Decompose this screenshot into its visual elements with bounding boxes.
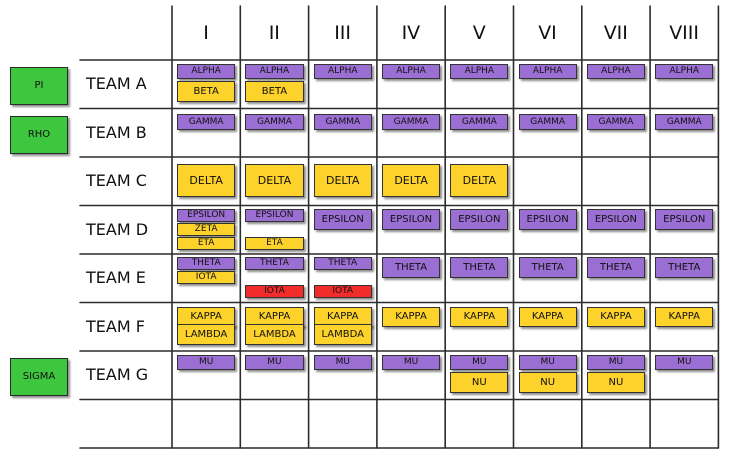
task-cell[interactable]: THETA (245, 257, 304, 270)
task-cell[interactable]: THETA (586, 257, 646, 278)
task-cell[interactable]: GAMMA (177, 113, 236, 130)
task-cell[interactable]: ETA (245, 236, 304, 250)
task-cell[interactable]: BETA (177, 81, 236, 102)
task-cell[interactable]: THETA (518, 257, 577, 278)
task-cell[interactable]: DELTA (245, 164, 304, 197)
task-cell[interactable]: EPSILON (245, 208, 304, 222)
team-label: TEAM E (86, 268, 146, 287)
task-cell[interactable]: EPSILON (586, 208, 646, 230)
task-cell[interactable]: EPSILON (518, 208, 577, 230)
task-cell[interactable]: DELTA (450, 164, 509, 197)
column-header: III (334, 22, 351, 44)
task-cell[interactable]: MU (313, 355, 372, 370)
task-cell[interactable]: MU (586, 355, 646, 370)
task-cell[interactable]: MU (177, 355, 236, 370)
column-header: VIII (669, 22, 699, 44)
task-cell[interactable]: MU (450, 355, 509, 370)
task-cell[interactable]: ALPHA (655, 64, 714, 79)
task-cell[interactable]: IOTA (313, 285, 372, 298)
task-cell[interactable]: THETA (381, 257, 441, 278)
team-label: TEAM F (86, 316, 145, 336)
task-cell[interactable]: EPSILON (177, 208, 236, 222)
task-cell[interactable]: KAPPA (655, 306, 714, 327)
task-cell[interactable]: ZETA (177, 222, 236, 236)
task-cell[interactable]: KAPPA (177, 306, 236, 327)
task-cell[interactable]: EPSILON (381, 208, 441, 230)
task-cell[interactable]: KAPPA (586, 306, 646, 327)
team-tag[interactable]: PI (10, 67, 68, 105)
task-cell[interactable]: THETA (450, 257, 509, 278)
task-cell[interactable]: EPSILON (313, 208, 372, 230)
team-tag[interactable]: RHO (10, 115, 68, 154)
task-cell[interactable]: ETA (177, 236, 236, 250)
task-cell[interactable]: DELTA (381, 164, 441, 197)
task-cell[interactable]: NU (586, 372, 646, 393)
column-header: VI (538, 22, 557, 44)
column-header: II (268, 22, 280, 44)
task-cell[interactable]: THETA (177, 257, 236, 270)
task-cell[interactable]: LAMBDA (313, 323, 372, 345)
task-cell[interactable]: ALPHA (586, 64, 646, 79)
team-tag[interactable]: SIGMA (10, 358, 68, 396)
task-cell[interactable]: ALPHA (245, 64, 304, 79)
task-cell[interactable]: DELTA (177, 164, 236, 197)
team-label: TEAM G (86, 365, 149, 384)
task-cell[interactable]: EPSILON (655, 208, 714, 230)
task-cell[interactable]: NU (518, 372, 577, 393)
task-cell[interactable]: DELTA (313, 164, 372, 197)
task-cell[interactable]: KAPPA (518, 306, 577, 327)
task-cell[interactable]: ALPHA (313, 64, 372, 79)
task-cell[interactable]: KAPPA (381, 306, 441, 327)
task-cell[interactable]: GAMMA (450, 113, 509, 130)
task-cell[interactable]: ALPHA (518, 64, 577, 79)
task-cell[interactable]: ALPHA (381, 64, 441, 79)
task-cell[interactable]: MU (381, 355, 441, 370)
task-cell[interactable]: BETA (245, 81, 304, 102)
team-label: TEAM B (86, 122, 147, 142)
task-cell[interactable]: GAMMA (313, 113, 372, 130)
task-cell[interactable]: KAPPA (450, 306, 509, 327)
task-cell[interactable]: GAMMA (518, 113, 577, 130)
task-cell[interactable]: GAMMA (381, 113, 441, 130)
task-cell[interactable]: MU (245, 355, 304, 370)
task-cell[interactable]: GAMMA (655, 113, 714, 130)
column-header: I (203, 22, 209, 44)
task-cell[interactable]: THETA (655, 257, 714, 278)
task-cell[interactable]: MU (518, 355, 577, 370)
task-cell[interactable]: IOTA (177, 271, 236, 284)
task-cell[interactable]: THETA (313, 257, 372, 270)
team-label: TEAM A (86, 74, 147, 93)
task-cell[interactable]: IOTA (245, 285, 304, 298)
column-header: IV (401, 22, 421, 44)
task-cell[interactable]: ALPHA (450, 64, 509, 79)
team-label: TEAM C (86, 171, 147, 190)
task-cell[interactable]: LAMBDA (245, 323, 304, 345)
task-cell[interactable]: MU (655, 355, 714, 370)
team-label: TEAM D (86, 219, 149, 239)
column-header: V (472, 22, 486, 44)
task-cell[interactable]: GAMMA (586, 113, 646, 130)
task-cell[interactable]: EPSILON (450, 208, 509, 230)
task-cell[interactable]: GAMMA (245, 113, 304, 130)
column-header: VII (603, 22, 628, 44)
task-cell[interactable]: ALPHA (177, 64, 236, 79)
task-cell[interactable]: NU (450, 372, 509, 393)
task-cell[interactable]: LAMBDA (177, 323, 236, 345)
